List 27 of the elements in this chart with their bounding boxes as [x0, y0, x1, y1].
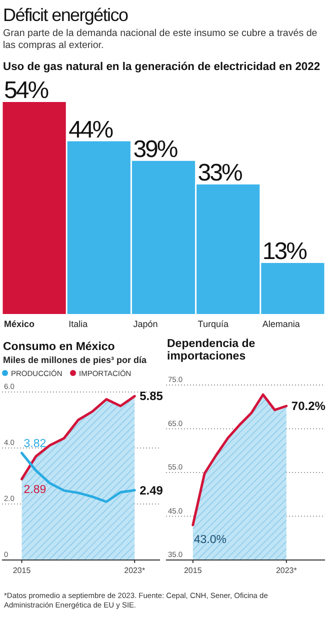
data-label: 33%: [198, 159, 242, 186]
chart-subtitle: Miles de millones de pies³ por día: [3, 355, 148, 365]
text: Déficit energético: [3, 5, 128, 25]
data-label: 43.0%: [194, 534, 226, 546]
data-label: 2.89: [24, 484, 46, 496]
data-label: 70.2%: [291, 399, 326, 413]
chart-title: Uso de gas natural en la generación de electricidad en 2022: [3, 61, 320, 73]
bar: [2, 102, 66, 314]
data-label: 54%: [4, 77, 49, 104]
data-label: 5.85: [140, 389, 164, 404]
text: Gran parte de la demanda nacional de este insumo se cubre a través de las compras al exterior.: [3, 28, 318, 51]
x-tick-label: Italia: [68, 319, 88, 329]
x-tick-label: Turquía: [198, 319, 228, 329]
data-label: 3.82: [24, 438, 46, 450]
x-tick-label: Japón: [133, 319, 158, 329]
data-label: 44%: [68, 116, 114, 144]
data-label: 39%: [133, 136, 178, 163]
x-tick-label: Alemania: [262, 319, 300, 329]
x-tick-label: 2015: [184, 566, 202, 575]
x-tick-label: México: [4, 319, 36, 329]
x-tick-label: 2015: [12, 566, 32, 575]
chart-title: Consumo en México: [3, 341, 115, 353]
x-tick-label: 2023*: [276, 566, 297, 575]
x-tick-label: 2023*: [124, 566, 146, 575]
data-label: 2.49: [140, 483, 164, 498]
data-label: 13%: [262, 238, 308, 265]
chart-title: Dependencia de importaciones: [167, 338, 256, 362]
